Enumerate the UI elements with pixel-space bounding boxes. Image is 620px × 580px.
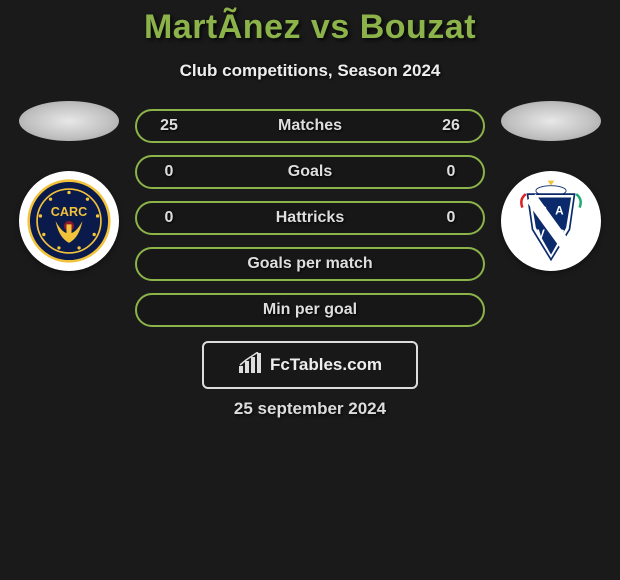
page-title: MartÃnez vs Bouzat (0, 8, 620, 47)
stat-row-hattricks: 0 Hattricks 0 (135, 201, 485, 235)
subtitle: Club competitions, Season 2024 (0, 61, 620, 81)
rosario-central-crest-icon: CARC (27, 179, 111, 263)
stat-left-value: 0 (155, 163, 183, 181)
stat-row-matches: 25 Matches 26 (135, 109, 485, 143)
stat-left-value: 25 (155, 117, 183, 135)
velez-sarsfield-crest-icon: C A V S (509, 179, 593, 263)
svg-text:V: V (537, 228, 545, 241)
watermark: FcTables.com (202, 341, 418, 389)
svg-text:A: A (555, 204, 564, 217)
stat-right-value: 0 (437, 163, 465, 181)
stat-label: Goals per match (247, 255, 372, 273)
main-row: CARC 25 Matches 26 0 Goals 0 0 Hattr (0, 109, 620, 327)
right-club-badge: C A V S (501, 171, 601, 271)
svg-text:S: S (557, 228, 565, 241)
comparison-card: MartÃnez vs Bouzat Club competitions, Se… (0, 0, 620, 419)
watermark-text: FcTables.com (270, 355, 382, 375)
stat-row-goals-per-match: Goals per match (135, 247, 485, 281)
stat-row-min-per-goal: Min per goal (135, 293, 485, 327)
left-player-avatar (19, 101, 119, 141)
stat-right-value: 0 (437, 209, 465, 227)
stat-left-value: 0 (155, 209, 183, 227)
svg-text:C: C (538, 204, 547, 217)
stat-label: Goals (288, 163, 332, 181)
stat-right-value: 26 (437, 117, 465, 135)
stat-label: Hattricks (276, 209, 344, 227)
svg-text:CARC: CARC (51, 205, 87, 219)
stat-label: Matches (278, 117, 342, 135)
stats-column: 25 Matches 26 0 Goals 0 0 Hattricks 0 Go… (135, 109, 485, 327)
date: 25 september 2024 (0, 399, 620, 419)
left-player-column: CARC (13, 109, 125, 271)
right-player-avatar (501, 101, 601, 141)
stat-label: Min per goal (263, 301, 357, 319)
bar-chart-icon (238, 352, 264, 379)
right-player-column: C A V S (495, 109, 607, 271)
left-club-badge: CARC (19, 171, 119, 271)
stat-row-goals: 0 Goals 0 (135, 155, 485, 189)
